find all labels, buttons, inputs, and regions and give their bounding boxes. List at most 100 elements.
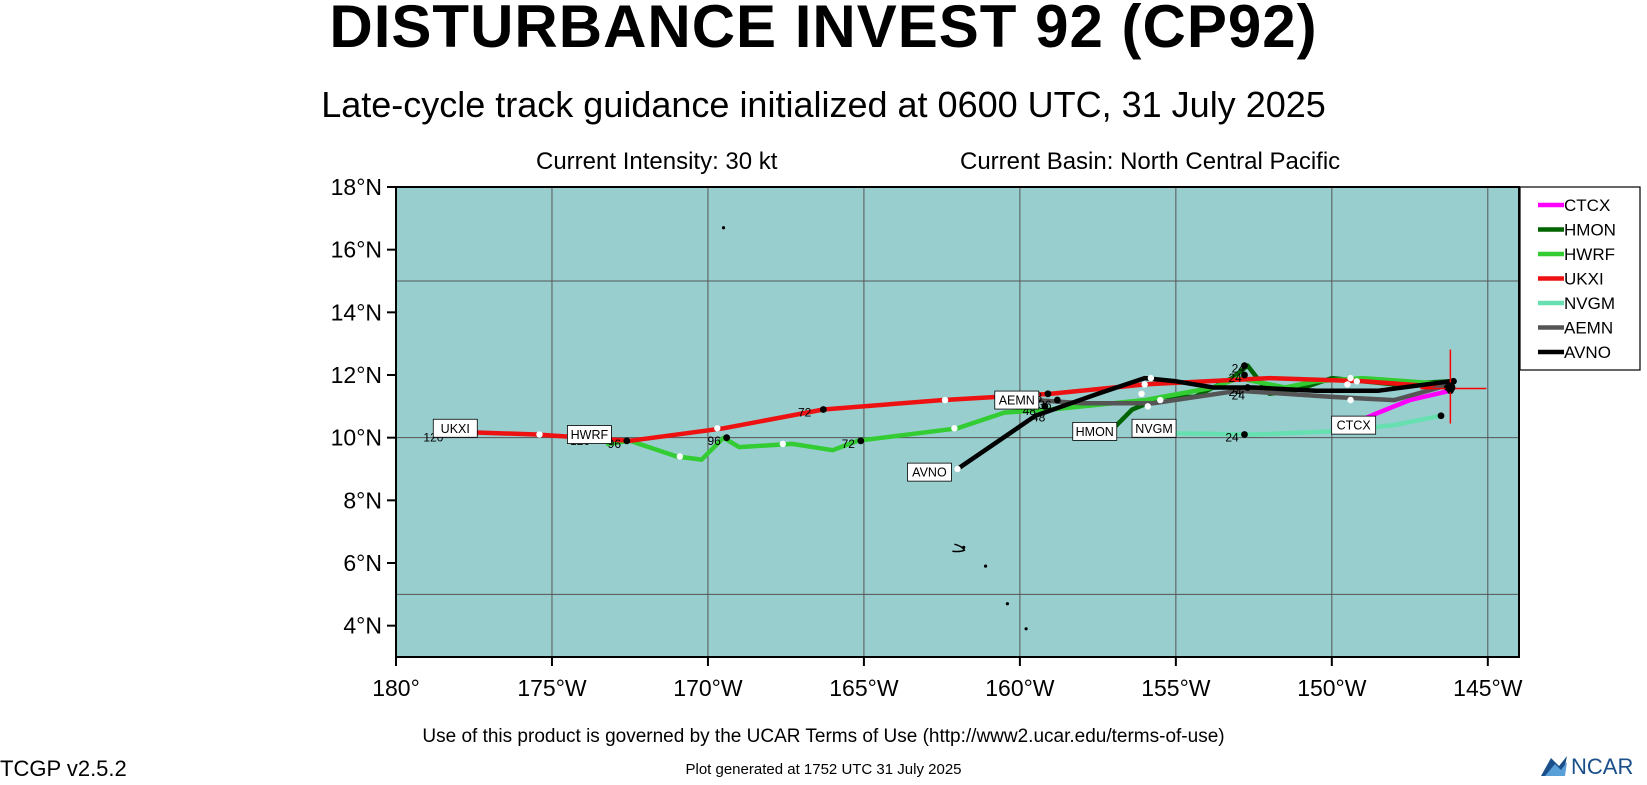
track-point-white <box>714 425 721 432</box>
current-position-marker <box>1445 382 1456 393</box>
track-point-black <box>1044 390 1052 398</box>
track-point-white <box>779 440 787 448</box>
island-outline <box>952 543 966 553</box>
series-tag-nvgm: NVGM <box>1131 418 1177 438</box>
point-time-label: 24 <box>1228 371 1242 385</box>
series-tag-ukxi: UKXI <box>432 418 478 438</box>
track-point-black <box>819 406 827 413</box>
ncar-logo-text: NCAR <box>1571 754 1633 779</box>
ncar-logo: NCAR <box>1537 752 1647 780</box>
track-point-black <box>1241 431 1248 438</box>
legend-label: AEMN <box>1564 319 1613 338</box>
series-tag-hwrf: HWRF <box>567 425 612 444</box>
legend-label: HWRF <box>1564 245 1615 264</box>
track-point-black <box>1041 402 1049 410</box>
track-point-white <box>951 425 958 432</box>
plot-frame <box>395 186 1520 658</box>
legend-item-avno: AVNO <box>1538 343 1611 362</box>
series-tag-box <box>432 418 478 438</box>
x-tick-label: 160°W <box>985 675 1055 701</box>
current-intensity: Current Intensity: 30 kt <box>536 148 778 175</box>
point-time-label: 24 <box>1232 362 1246 376</box>
island-mark <box>721 226 726 230</box>
track-point-black <box>723 434 731 442</box>
series-tag-box <box>1131 418 1177 438</box>
ncar-logo-icon: NCAR <box>1541 754 1633 779</box>
point-time-label: 24 <box>1225 431 1239 445</box>
x-tick-label: 180° <box>372 675 420 701</box>
legend-label: UKXI <box>1564 270 1604 289</box>
track-point-white <box>1147 374 1155 382</box>
point-time-label: 24 <box>1232 388 1246 402</box>
terms-of-use: Use of this product is governed by the U… <box>422 726 1225 747</box>
legend-item-ukxi: UKXI <box>1538 270 1604 289</box>
legend-label: AVNO <box>1564 343 1611 362</box>
track-point-black <box>1241 371 1248 379</box>
series-tag-label: CTCX <box>1337 419 1372 433</box>
y-tick-label: 12°N <box>331 362 382 388</box>
legend-item-hmon: HMON <box>1538 221 1616 240</box>
series-tag-label: AEMN <box>999 394 1035 408</box>
track-point-white <box>676 453 684 460</box>
track-point-white <box>1138 390 1145 397</box>
island-mark <box>1024 627 1028 631</box>
point-time-label: 72 <box>842 437 856 451</box>
current-basin: Current Basin: North Central Pacific <box>960 148 1341 175</box>
point-time-label: 72 <box>798 406 812 420</box>
legend-item-hwrf: HWRF <box>1538 245 1615 264</box>
x-tick-label: 150°W <box>1297 675 1367 701</box>
series-tag-avno: AVNO <box>907 462 952 482</box>
series-tag-box <box>567 425 612 444</box>
x-tick-label: 170°W <box>673 675 743 701</box>
track-point-black <box>1437 412 1445 420</box>
point-time-label: 96 <box>708 434 722 448</box>
x-tick-label: 175°W <box>517 675 587 701</box>
y-tick-label: 18°N <box>331 174 382 200</box>
track-point-black <box>857 437 865 445</box>
track-point-white <box>1347 396 1354 404</box>
legend-item-ctcx: CTCX <box>1538 196 1610 215</box>
series-tag-label: UKXI <box>441 422 470 436</box>
series-tag-hmon: HMON <box>1072 421 1118 441</box>
version-label: TCGP v2.5.2 <box>0 756 127 781</box>
series-track-avno <box>955 375 1453 472</box>
track-point-white <box>1344 381 1351 388</box>
series-tag-aemn: AEMN <box>994 390 1040 410</box>
series-tag-label: AVNO <box>912 466 947 480</box>
track-point-black <box>623 437 631 445</box>
series-tag-box <box>994 390 1040 410</box>
track-point-black <box>1244 384 1252 391</box>
track-point-white <box>1144 403 1151 410</box>
y-tick-label: 6°N <box>343 550 382 576</box>
series-tag-label: NVGM <box>1135 422 1173 436</box>
x-tick-label: 145°W <box>1453 675 1523 701</box>
track-point-white <box>536 431 543 438</box>
point-time-label: 24 <box>1228 385 1242 399</box>
generated-timestamp: Plot generated at 1752 UTC 31 July 2025 <box>685 761 962 778</box>
chart-subtitle: Late-cycle track guidance initialized at… <box>321 84 1326 125</box>
series-tag-box <box>1331 415 1377 435</box>
series-tag-label: HMON <box>1076 425 1114 439</box>
legend-item-aemn: AEMN <box>1538 319 1613 338</box>
track-point-white <box>1353 378 1360 385</box>
x-tick-label: 165°W <box>829 675 899 701</box>
y-tick-label: 16°N <box>331 237 382 263</box>
track-point-white <box>1141 381 1148 388</box>
x-tick-label: 155°W <box>1141 675 1211 701</box>
series-tag-box <box>907 462 952 482</box>
legend: CTCX HMON HWRF UKXI NVGM AEMN AVNO <box>1519 186 1641 371</box>
series-tag-box <box>1072 421 1118 441</box>
series-tag-label: HWRF <box>571 428 609 442</box>
chart-title: DISTURBANCE INVEST 92 (CP92) <box>329 0 1318 60</box>
y-tick-label: 10°N <box>331 425 382 451</box>
y-tick-label: 14°N <box>331 299 382 325</box>
track-point-black <box>1053 396 1061 404</box>
island-mark <box>1005 602 1010 606</box>
point-time-label: 48 <box>1032 410 1046 424</box>
legend-label: NVGM <box>1564 294 1615 313</box>
track-point-black <box>1241 362 1248 369</box>
y-tick-label: 8°N <box>343 487 382 513</box>
y-tick-label: 4°N <box>343 613 382 639</box>
point-time-label: 36 <box>1038 398 1052 412</box>
